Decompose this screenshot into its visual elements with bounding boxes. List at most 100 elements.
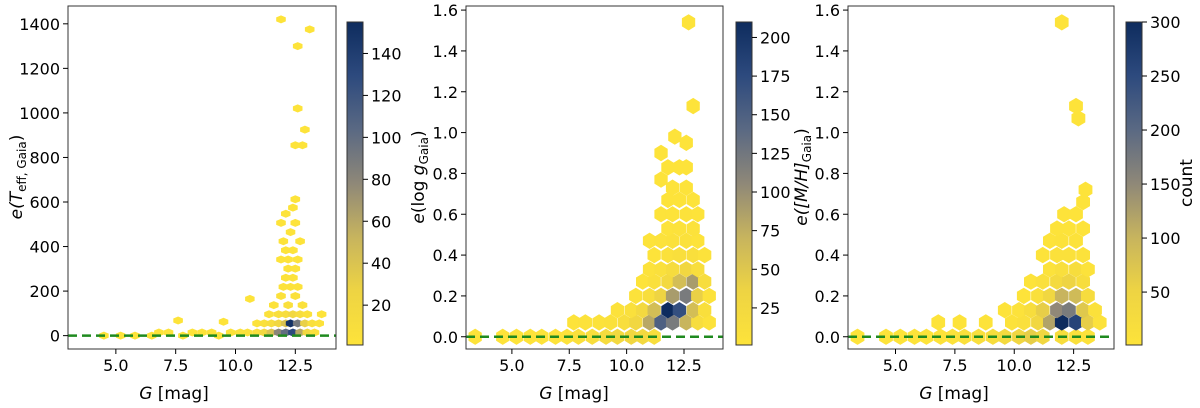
hex-bin	[1088, 302, 1102, 319]
hex-bin	[665, 206, 680, 223]
y-tick-label: 1000	[19, 104, 60, 123]
x-axis-label: G [mag]	[539, 384, 609, 404]
hex-bin	[893, 328, 908, 345]
hex-bin	[297, 301, 308, 310]
colorbar-tick-label: 50	[760, 260, 780, 279]
colorbar-tick-label: 250	[1150, 67, 1181, 86]
hex-bin	[1031, 314, 1045, 331]
hex-bin	[691, 287, 705, 305]
hex-bin	[283, 301, 293, 310]
hex-bins	[468, 14, 716, 345]
hex-bin	[276, 218, 286, 227]
x-tick-label: 7.5	[557, 356, 582, 375]
hex-bin	[702, 314, 716, 331]
hex-bin	[698, 302, 712, 319]
hex-bin	[654, 287, 668, 305]
hex-bin	[1092, 314, 1107, 331]
axes-frame	[67, 5, 337, 350]
hex-bin	[1031, 287, 1045, 305]
hex-bin	[931, 314, 946, 331]
panel-2: 5.0 7.5 10.0 12.5 0.0 0.2 0.4 0.6 0.8 1.0 1.2 1.4 1.…	[409, 1, 791, 404]
hex-bin	[1069, 287, 1083, 305]
y-tick-label: 1.2	[433, 83, 458, 102]
hex-bin	[1043, 287, 1057, 305]
x-tick-label: 10.0	[609, 356, 645, 375]
x-tick-label: 7.5	[163, 356, 188, 375]
y-axis-label: e([M/H]Gaia)	[792, 128, 814, 226]
hex-bin	[1016, 287, 1031, 305]
y-tick-label: 1.4	[433, 42, 458, 61]
y-tick-label: 1.6	[815, 1, 840, 20]
hex-bin	[1071, 110, 1086, 127]
hex-bin	[283, 255, 293, 264]
hex-bin	[665, 232, 680, 249]
x-tick-label: 10.0	[996, 356, 1032, 375]
hex-bin	[1005, 314, 1019, 331]
hex-bin	[1043, 232, 1057, 249]
hex-bin	[285, 228, 296, 237]
hex-bin	[679, 179, 693, 196]
hex-bin	[288, 246, 298, 255]
panel-1: 5.0 7.5 10.0 12.5 0 200 400 600 800 1000 1200 1400 G…	[7, 5, 402, 404]
axes-frame	[847, 5, 1115, 350]
colorbar-tick-label: 100	[1150, 229, 1181, 248]
hex-bin	[654, 261, 668, 278]
y-tick-label: 600	[29, 193, 60, 212]
hex-bin	[665, 287, 680, 305]
hex-bin	[997, 302, 1012, 319]
hex-bin	[654, 314, 668, 331]
colorbar-tick-label: 120	[371, 86, 402, 105]
hex-bin	[691, 261, 705, 278]
y-tick-label: 1400	[19, 15, 60, 34]
x-axis-label: G [mag]	[919, 384, 989, 404]
x-tick-label: 12.5	[278, 356, 314, 375]
hex-bin	[668, 128, 682, 145]
hex-bin	[1035, 246, 1050, 264]
hex-bin	[907, 328, 922, 345]
hex-bin	[242, 328, 253, 337]
colorbar-tick-label: 125	[760, 144, 791, 163]
hex-bin	[1043, 314, 1057, 331]
hex-bin	[1035, 328, 1050, 345]
x-tick-label: 10.0	[218, 356, 254, 375]
hex-bin	[290, 195, 301, 204]
hex-bin	[173, 316, 183, 325]
y-tick-label: 0.6	[433, 205, 458, 224]
y-tick-label: 0.4	[433, 246, 458, 265]
hex-bin	[679, 232, 693, 249]
x-tick-label: 12.5	[1056, 356, 1092, 375]
hex-bin	[1050, 220, 1064, 237]
colorbar-label: count	[1177, 159, 1197, 207]
hex-bin	[617, 314, 631, 331]
colorbar-tick-label: 140	[371, 44, 402, 63]
hex-bin	[1057, 206, 1071, 223]
y-tick-label: 0.0	[815, 328, 840, 347]
hex-bin	[1081, 314, 1095, 331]
hex-bin	[679, 261, 693, 278]
y-tick-label: 1.2	[815, 83, 840, 102]
hex-bin	[642, 287, 657, 305]
panel-3: 5.0 7.5 10.0 12.5 0.0 0.2 0.4 0.6 0.8 1.0 1.2 1.4 1.…	[792, 1, 1197, 404]
hex-bin	[679, 134, 693, 151]
x-tick-label: 5.0	[103, 356, 128, 375]
hex-bin	[1069, 97, 1083, 115]
colorbar	[1125, 21, 1143, 346]
y-tick-label: 0.8	[815, 164, 840, 183]
colorbar-tick-label: 200	[1150, 121, 1181, 140]
hex-bin	[647, 246, 661, 264]
hex-bin	[624, 328, 638, 345]
hex-bin	[1062, 273, 1076, 290]
hex-bin	[686, 97, 700, 115]
hex-bin	[672, 273, 687, 290]
hex-bin	[691, 314, 705, 331]
hex-bin	[661, 302, 675, 319]
hex-bin	[1069, 314, 1083, 331]
y-tick-label: 800	[29, 148, 60, 167]
hex-bin	[130, 331, 140, 340]
y-tick-label: 0.4	[815, 246, 840, 265]
hex-bin	[288, 203, 298, 212]
hex-bin	[672, 191, 687, 209]
hex-bin	[661, 159, 675, 176]
y-axis-label: e(log gGaia)	[409, 130, 431, 223]
